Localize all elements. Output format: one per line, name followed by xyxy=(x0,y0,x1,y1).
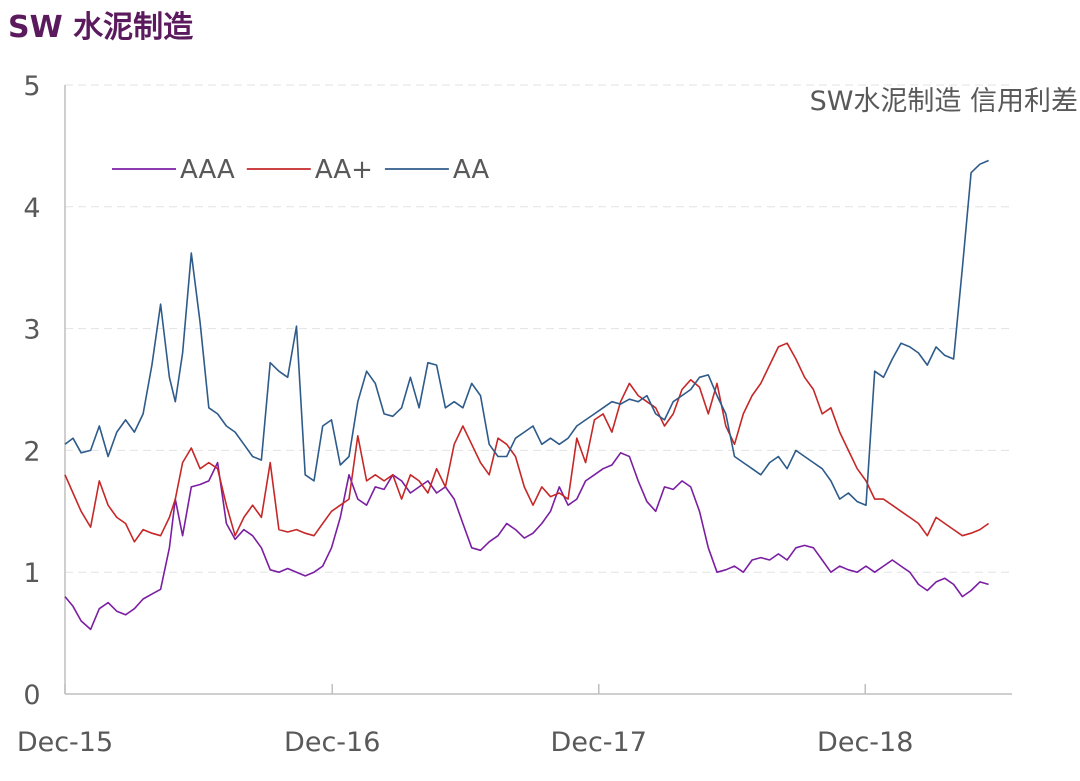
y-tick-label: 0 xyxy=(23,680,40,711)
axes xyxy=(64,85,1012,695)
gridlines xyxy=(65,84,1012,573)
x-tick-label: Dec-17 xyxy=(551,727,647,758)
y-tick-label: 1 xyxy=(23,558,40,589)
y-tick-label: 3 xyxy=(23,315,40,346)
y-axis-ticks: 0 1 2 3 4 5 xyxy=(23,71,40,711)
legend-label-aa-plus: AA+ xyxy=(315,155,373,185)
y-tick-label: 5 xyxy=(23,71,40,102)
series-lines xyxy=(64,159,990,631)
legend: AAA AA+ AA xyxy=(112,155,489,185)
x-tick-label: Dec-16 xyxy=(284,727,380,758)
legend-label-aaa: AAA xyxy=(180,155,235,185)
x-tick-label: Dec-15 xyxy=(17,727,113,758)
x-axis-ticks: Dec-15 Dec-16 Dec-17 Dec-18 xyxy=(17,684,913,758)
series-line-aa-plus xyxy=(64,342,990,543)
series-line-aa xyxy=(64,159,989,507)
series-line-aaa xyxy=(64,451,989,631)
y-tick-label: 2 xyxy=(23,436,40,467)
page-title: SW 水泥制造 xyxy=(8,10,194,45)
y-tick-label: 4 xyxy=(23,193,40,224)
x-tick-label: Dec-18 xyxy=(817,727,913,758)
legend-label-aa: AA xyxy=(453,155,490,185)
chart-title: SW水泥制造 信用利差 xyxy=(810,86,1078,117)
